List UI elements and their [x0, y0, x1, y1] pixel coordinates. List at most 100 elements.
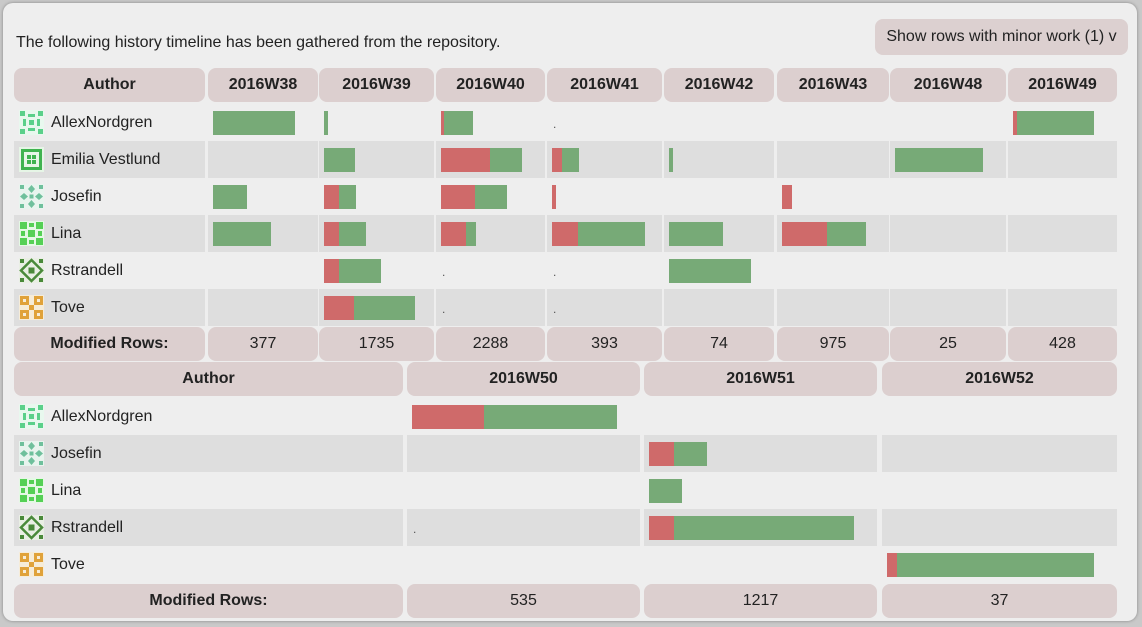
week-cell	[208, 215, 318, 252]
week-cell	[319, 178, 434, 215]
intro-text: The following history timeline has been …	[16, 34, 501, 51]
week-cell	[777, 215, 889, 252]
week-cell: .	[547, 252, 662, 289]
removed-rows-segment	[887, 553, 897, 577]
added-rows-segment	[490, 148, 522, 172]
week-column-header: 2016W49	[1008, 68, 1117, 102]
added-rows-segment	[827, 222, 866, 246]
author-name: Tove	[51, 556, 85, 573]
week-cell: .	[436, 289, 545, 326]
week-cell	[208, 104, 318, 141]
week-cell	[208, 252, 318, 289]
green-pattern-icon	[19, 110, 44, 135]
week-cell	[547, 178, 662, 215]
week-cell	[1008, 252, 1117, 289]
added-rows-segment	[562, 148, 579, 172]
contribution-bar	[213, 222, 271, 246]
modified-rows-total: 1217	[644, 584, 877, 618]
removed-rows-segment	[1013, 111, 1017, 135]
removed-rows-segment	[552, 148, 562, 172]
week-cell	[319, 289, 434, 326]
week-cell	[547, 215, 662, 252]
author-name: Josefin	[51, 188, 102, 205]
week-cell	[407, 546, 640, 583]
contribution-bar	[441, 185, 507, 209]
contribution-bar	[649, 516, 854, 540]
minor-work-marker: .	[553, 302, 557, 316]
author-name: AllexNordgren	[51, 114, 153, 131]
week-cell	[436, 104, 545, 141]
author-cell: Josefin	[14, 178, 205, 215]
week-cell	[777, 178, 889, 215]
added-rows-segment	[354, 296, 415, 320]
week-column-header: 2016W50	[407, 362, 640, 396]
week-cell	[664, 178, 774, 215]
added-rows-segment	[674, 516, 854, 540]
contribution-bar	[412, 405, 617, 429]
contribution-bar	[669, 222, 723, 246]
contribution-bar	[441, 222, 476, 246]
added-rows-segment	[339, 259, 381, 283]
teal-pattern-icon	[19, 184, 44, 209]
author-column-header: Author	[14, 68, 205, 102]
week-cell	[644, 509, 877, 546]
removed-rows-segment	[649, 516, 674, 540]
added-rows-segment	[213, 185, 247, 209]
green-pattern-icon	[19, 404, 44, 429]
modified-rows-total: 74	[664, 327, 774, 361]
contribution-bar	[669, 259, 751, 283]
contribution-bar	[782, 222, 866, 246]
author-column-header: Author	[14, 362, 403, 396]
week-cell	[664, 289, 774, 326]
added-rows-segment	[444, 111, 473, 135]
contribution-bar	[213, 111, 295, 135]
week-cell	[436, 141, 545, 178]
week-cell	[1008, 215, 1117, 252]
author-cell: Lina	[14, 215, 205, 252]
green-square-icon	[19, 478, 44, 503]
author-name: AllexNordgren	[51, 408, 153, 425]
removed-rows-segment	[782, 185, 792, 209]
week-cell	[208, 178, 318, 215]
contribution-bar	[649, 479, 682, 503]
contribution-bar	[552, 222, 645, 246]
week-cell	[777, 289, 889, 326]
contribution-bar	[649, 442, 707, 466]
show-minor-rows-button[interactable]: Show rows with minor work (1) v	[875, 19, 1128, 55]
modified-rows-total: 377	[208, 327, 318, 361]
modified-rows-label: Modified Rows:	[14, 327, 205, 361]
removed-rows-segment	[552, 185, 556, 209]
week-cell	[407, 398, 640, 435]
removed-rows-segment	[441, 222, 466, 246]
added-rows-segment	[669, 148, 673, 172]
week-column-header: 2016W39	[319, 68, 434, 102]
week-cell	[777, 252, 889, 289]
added-rows-segment	[324, 111, 328, 135]
week-cell	[547, 141, 662, 178]
week-cell	[1008, 178, 1117, 215]
week-cell	[882, 435, 1117, 472]
week-cell	[890, 141, 1006, 178]
added-rows-segment	[649, 479, 682, 503]
week-cell	[1008, 104, 1117, 141]
week-cell	[319, 215, 434, 252]
week-cell: .	[407, 509, 640, 546]
week-cell: .	[547, 289, 662, 326]
author-name: Josefin	[51, 445, 102, 462]
author-name: Rstrandell	[51, 519, 124, 536]
author-cell: Emilia Vestlund	[14, 141, 205, 178]
contribution-bar	[324, 111, 328, 135]
removed-rows-segment	[441, 111, 444, 135]
orange-pattern-icon	[19, 295, 44, 320]
week-cell	[319, 141, 434, 178]
author-cell: AllexNordgren	[14, 104, 205, 141]
week-cell	[208, 289, 318, 326]
author-cell: Rstrandell	[14, 252, 205, 289]
contribution-bar	[324, 296, 415, 320]
modified-rows-total: 428	[1008, 327, 1117, 361]
contribution-bar	[324, 259, 381, 283]
week-cell	[890, 252, 1006, 289]
added-rows-segment	[669, 259, 751, 283]
week-cell	[1008, 289, 1117, 326]
contribution-bar	[1013, 111, 1094, 135]
